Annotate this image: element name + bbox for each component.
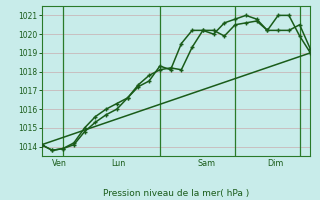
Text: Sam: Sam bbox=[197, 159, 216, 168]
Text: Dim: Dim bbox=[268, 159, 284, 168]
Text: Lun: Lun bbox=[111, 159, 126, 168]
Text: Pression niveau de la mer( hPa ): Pression niveau de la mer( hPa ) bbox=[103, 189, 249, 198]
Text: Ven: Ven bbox=[52, 159, 67, 168]
